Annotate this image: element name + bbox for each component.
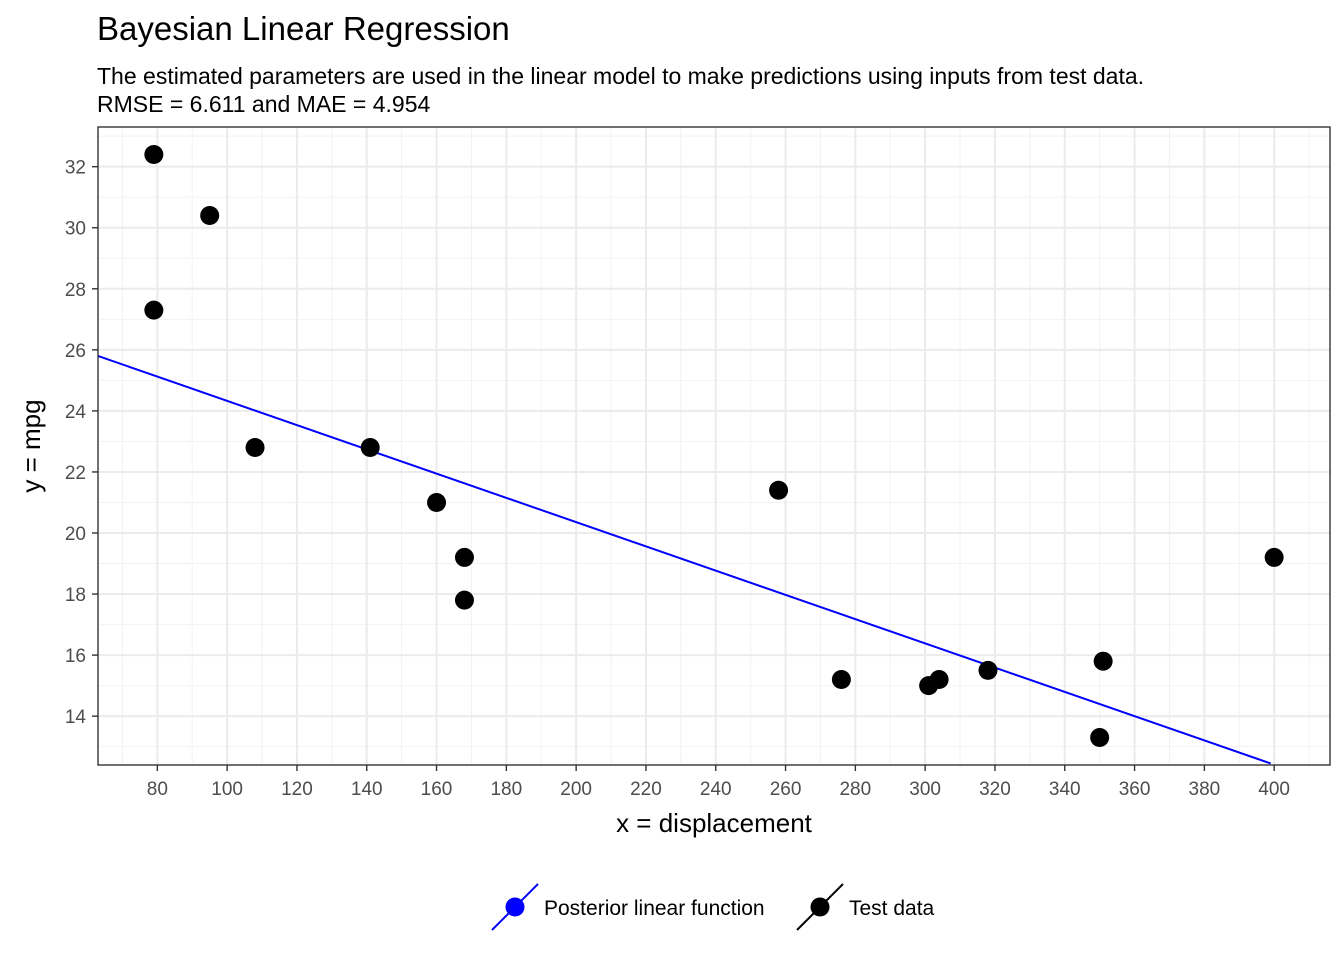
panel-border bbox=[97, 126, 1331, 766]
legend-label-posterior-linear-function: Posterior linear function bbox=[544, 897, 765, 920]
x-tick-label: 160 bbox=[421, 779, 453, 800]
major-gridlines bbox=[98, 127, 1330, 765]
y-tick-label: 30 bbox=[65, 219, 86, 240]
y-tick-label: 24 bbox=[65, 402, 87, 423]
x-tick-label: 100 bbox=[211, 779, 243, 800]
x-axis-title: x = displacement bbox=[616, 808, 813, 838]
x-tick-label: 120 bbox=[281, 779, 313, 800]
legend-key-point-icon bbox=[505, 897, 525, 917]
legend: Posterior linear function Test data bbox=[491, 883, 935, 931]
test-data-point bbox=[427, 492, 447, 512]
series-layer bbox=[97, 144, 1284, 765]
test-data-point bbox=[454, 590, 474, 610]
x-axis: 80 100 120 140 160 180 200 220 240 260 280 300 320 34… bbox=[147, 765, 1290, 800]
y-tick-label: 14 bbox=[65, 707, 87, 728]
legend-key-point-icon bbox=[810, 897, 830, 917]
x-tick-label: 220 bbox=[630, 779, 662, 800]
posterior-linear-function-line bbox=[97, 355, 1271, 765]
test-data-point bbox=[454, 547, 474, 567]
test-data-point bbox=[769, 480, 789, 500]
x-tick-label: 240 bbox=[700, 779, 732, 800]
x-tick-label: 200 bbox=[560, 779, 592, 800]
x-tick-label: 400 bbox=[1258, 779, 1290, 800]
y-tick-label: 20 bbox=[65, 524, 86, 545]
x-tick-label: 380 bbox=[1189, 779, 1221, 800]
test-data-point bbox=[144, 300, 164, 320]
legend-item-test-data: Test data bbox=[796, 883, 935, 931]
legend-label-test-data: Test data bbox=[849, 897, 935, 920]
y-axis: 14 16 18 20 22 24 26 28 30 32 bbox=[65, 158, 98, 728]
test-data-point bbox=[144, 144, 164, 164]
test-data-point bbox=[929, 670, 949, 690]
chart-subtitle-line-2: RMSE = 6.611 and MAE = 4.954 bbox=[97, 91, 430, 117]
test-data-point bbox=[831, 670, 851, 690]
y-tick-label: 26 bbox=[65, 341, 86, 362]
x-tick-label: 360 bbox=[1119, 779, 1151, 800]
x-tick-label: 260 bbox=[770, 779, 802, 800]
test-data-point bbox=[1093, 651, 1113, 671]
test-data-point bbox=[245, 438, 265, 458]
test-data-point bbox=[200, 206, 220, 226]
chart-title: Bayesian Linear Regression bbox=[97, 10, 510, 47]
y-axis-title: y = mpg bbox=[16, 399, 46, 492]
y-tick-label: 18 bbox=[65, 585, 86, 606]
test-data-point bbox=[360, 438, 380, 458]
test-data-point bbox=[1264, 547, 1284, 567]
panel-background bbox=[98, 127, 1330, 765]
x-tick-label: 320 bbox=[979, 779, 1011, 800]
y-tick-label: 32 bbox=[65, 158, 86, 179]
test-data-point bbox=[978, 660, 998, 680]
y-tick-label: 28 bbox=[65, 280, 86, 301]
y-tick-label: 16 bbox=[65, 646, 86, 667]
x-tick-label: 140 bbox=[351, 779, 383, 800]
plot-panel bbox=[97, 126, 1331, 766]
x-tick-label: 80 bbox=[147, 779, 168, 800]
chart-subtitle-line-1: The estimated parameters are used in the… bbox=[97, 63, 1144, 89]
minor-gridlines bbox=[98, 127, 1330, 765]
y-tick-label: 22 bbox=[65, 463, 86, 484]
x-tick-label: 340 bbox=[1049, 779, 1081, 800]
legend-item-posterior-linear-function: Posterior linear function bbox=[491, 883, 765, 931]
x-tick-label: 280 bbox=[839, 779, 871, 800]
x-tick-label: 180 bbox=[490, 779, 522, 800]
test-data-point bbox=[1090, 728, 1110, 748]
x-tick-label: 300 bbox=[909, 779, 941, 800]
